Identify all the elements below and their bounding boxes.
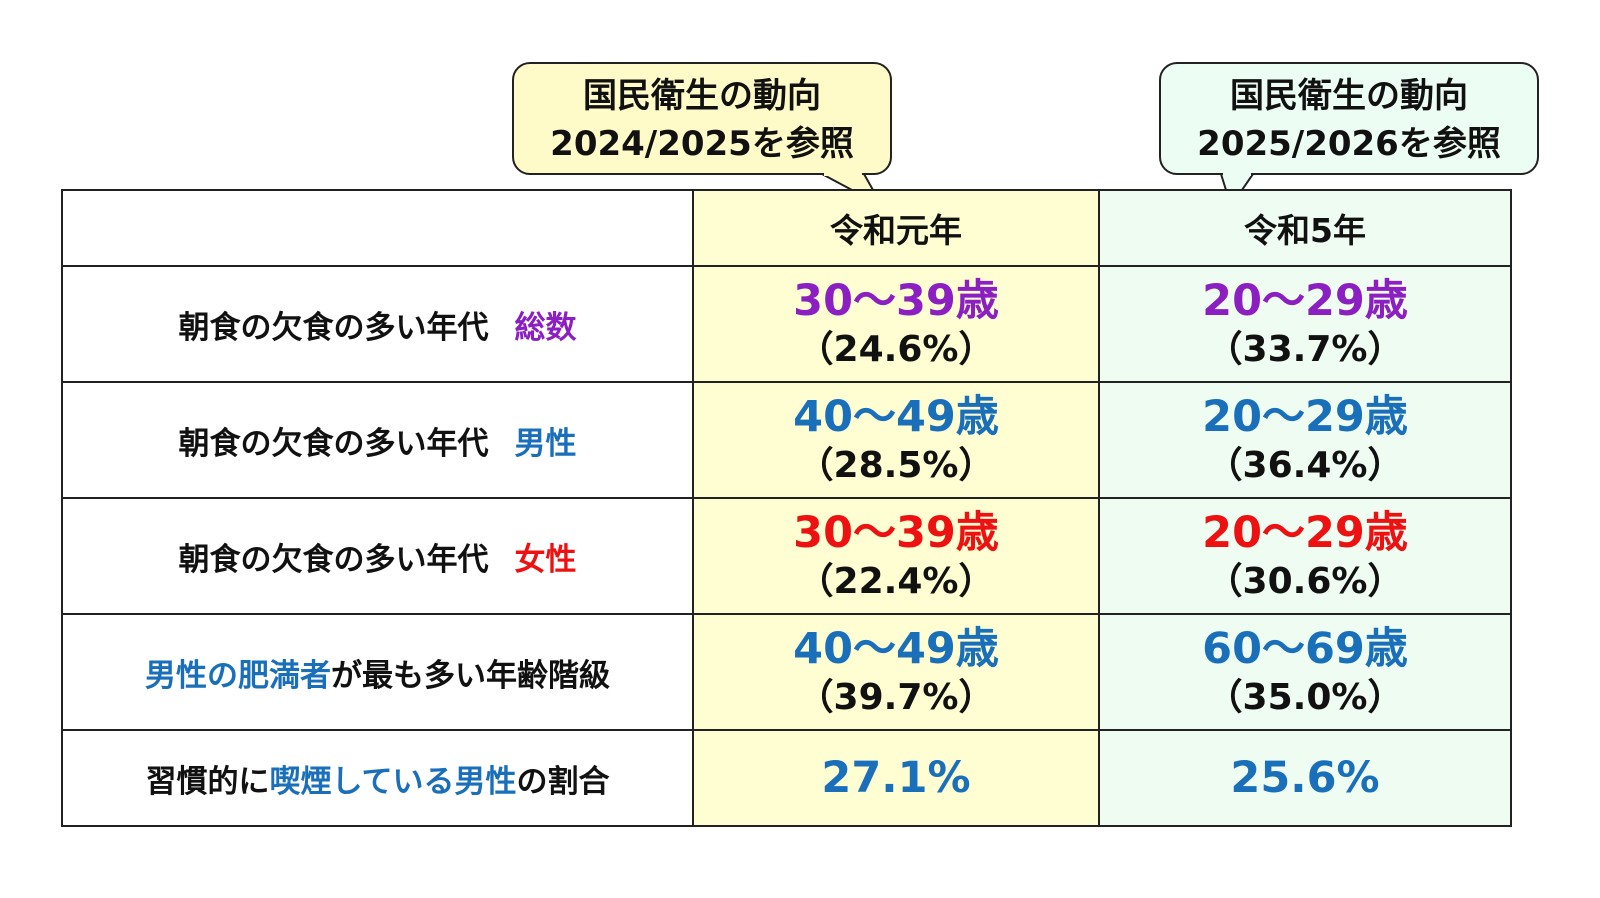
row-label-text: 習慣的に: [145, 763, 270, 800]
callout-line1: 国民衛生の動向: [1230, 76, 1468, 116]
age-range: 60～69歳: [1202, 624, 1408, 674]
row-label-text: 朝食の欠食の多い年代: [178, 541, 489, 578]
table-row: 朝食の欠食の多い年代 男性 40～49歳 （28.5%） 20～29歳 （36.4…: [61, 381, 1512, 499]
row-label: 習慣的に喫煙している男性の割合: [61, 729, 694, 827]
value-cell: 40～49歳 （28.5%）: [692, 381, 1100, 499]
age-range: 20～29歳: [1202, 508, 1408, 558]
table-header-row: 令和元年 令和5年: [61, 189, 1512, 267]
value-cell: 30～39歳 （22.4%）: [692, 497, 1100, 615]
row-label-text: 朝食の欠食の多い年代: [178, 425, 489, 462]
row-label-text: が最も多い年齢階級: [331, 657, 610, 694]
percentage: （24.6%）: [797, 329, 995, 370]
value-cell: 20～29歳 （30.6%）: [1098, 497, 1512, 615]
age-range: 30～39歳: [793, 276, 999, 326]
age-range: 20～29歳: [1202, 276, 1408, 326]
age-range: 40～49歳: [793, 392, 999, 442]
percentage: （33.7%）: [1206, 329, 1404, 370]
table-row: 男性の肥満者が最も多い年齢階級 40～49歳 （39.7%） 60～69歳 （3…: [61, 613, 1512, 731]
percentage: （35.0%）: [1206, 677, 1404, 718]
row-label-text: の割合: [516, 763, 610, 800]
callout-line2: 2025/2026を参照: [1197, 124, 1501, 164]
percentage: （39.7%）: [797, 677, 995, 718]
row-label-text: 朝食の欠食の多い年代: [178, 309, 489, 346]
value-cell: 30～39歳 （24.6%）: [692, 265, 1100, 383]
row-label: 朝食の欠食の多い年代 総数: [61, 265, 694, 383]
percentage: （28.5%）: [797, 445, 995, 486]
row-label: 朝食の欠食の多い年代 男性: [61, 381, 694, 499]
value-cell: 20～29歳 （36.4%）: [1098, 381, 1512, 499]
value-cell: 20～29歳 （33.7%）: [1098, 265, 1512, 383]
table-row: 朝食の欠食の多い年代 総数 30～39歳 （24.6%） 20～29歳 （33.7…: [61, 265, 1512, 383]
table-row: 習慣的に喫煙している男性の割合 27.1% 25.6%: [61, 729, 1512, 827]
comparison-table: 令和元年 令和5年 朝食の欠食の多い年代 総数 30～39歳 （24.6%） 20…: [61, 189, 1512, 827]
percentage: （36.4%）: [1206, 445, 1404, 486]
callout-reference-2025-2026: 国民衛生の動向 2025/2026を参照: [1159, 62, 1539, 175]
row-label-category: 男性: [514, 425, 577, 462]
header-cell-reiwa-5: 令和5年: [1098, 189, 1512, 267]
row-label-category: 総数: [514, 309, 577, 346]
row-label-highlight: 喫煙している男性: [269, 763, 517, 800]
row-label-highlight: 男性の肥満者: [145, 657, 331, 694]
percentage: （30.6%）: [1206, 561, 1404, 602]
value-cell: 27.1%: [692, 729, 1100, 827]
row-label: 朝食の欠食の多い年代 女性: [61, 497, 694, 615]
age-range: 40～49歳: [793, 624, 999, 674]
table-row: 朝食の欠食の多い年代 女性 30～39歳 （22.4%） 20～29歳 （30.6…: [61, 497, 1512, 615]
percentage: （22.4%）: [797, 561, 995, 602]
callout-line1: 国民衛生の動向: [583, 76, 821, 116]
row-label-category: 女性: [514, 541, 577, 578]
value-cell: 25.6%: [1098, 729, 1512, 827]
header-cell-empty: [61, 189, 694, 267]
callout-line2: 2024/2025を参照: [550, 124, 854, 164]
row-label: 男性の肥満者が最も多い年齢階級: [61, 613, 694, 731]
age-range: 20～29歳: [1202, 392, 1408, 442]
value-cell: 60～69歳 （35.0%）: [1098, 613, 1512, 731]
header-cell-reiwa-gannen: 令和元年: [692, 189, 1100, 267]
age-range: 30～39歳: [793, 508, 999, 558]
value-cell: 40～49歳 （39.7%）: [692, 613, 1100, 731]
callout-reference-2024-2025: 国民衛生の動向 2024/2025を参照: [512, 62, 892, 175]
